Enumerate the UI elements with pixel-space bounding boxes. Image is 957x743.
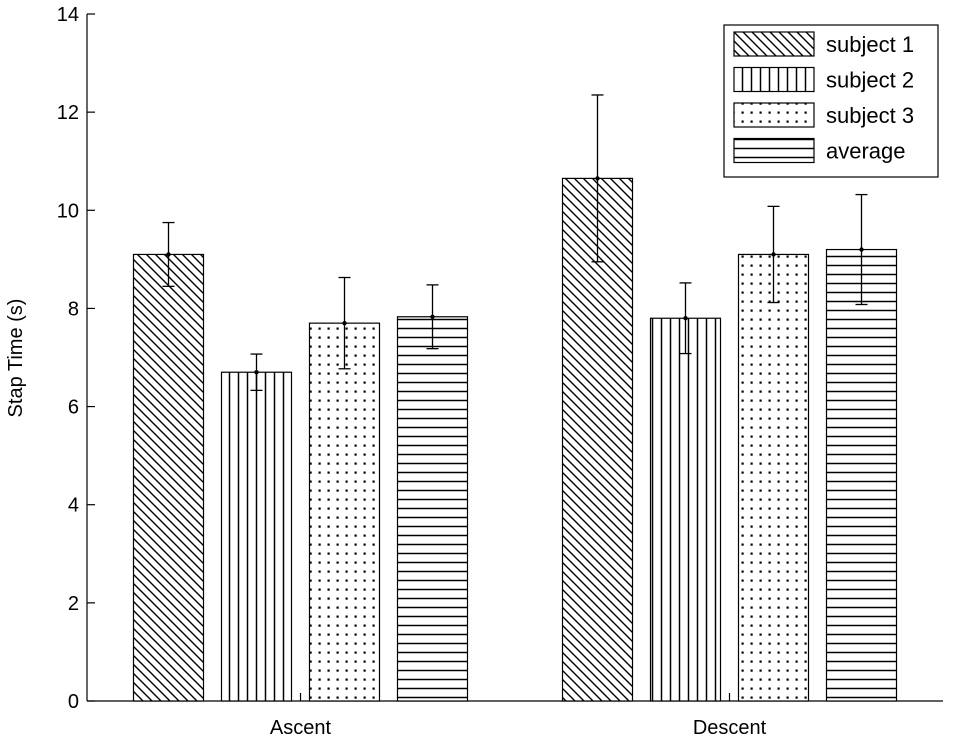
mean-marker xyxy=(342,320,347,326)
y-tick-label: 4 xyxy=(68,495,79,517)
bar-average-ascent xyxy=(396,316,469,702)
legend-label: subject 1 xyxy=(826,32,914,57)
legend: subject 1 subject 2 subject 3 average xyxy=(723,24,939,178)
legend-label: average xyxy=(826,139,906,164)
legend-swatch xyxy=(733,102,815,128)
bar-subject-3-ascent xyxy=(308,322,381,702)
bar-subject-1-descent xyxy=(561,177,634,702)
legend-swatch xyxy=(733,137,815,164)
bar-subject-1-ascent xyxy=(132,253,205,702)
legend-swatch xyxy=(733,31,815,57)
x-tick-label: Descent xyxy=(693,717,767,739)
y-axis-label: Stap Time (s) xyxy=(5,299,27,418)
legend-label: subject 3 xyxy=(826,103,914,128)
bar-subject-2-descent xyxy=(649,317,722,702)
error-bars xyxy=(162,94,868,392)
mean-marker xyxy=(771,252,776,257)
mean-marker xyxy=(683,316,688,321)
mean-marker xyxy=(166,252,171,257)
mean-marker xyxy=(254,370,259,375)
mean-marker xyxy=(430,314,435,319)
bars xyxy=(132,177,898,702)
y-tick-label: 10 xyxy=(57,200,79,222)
bar-average-descent xyxy=(825,248,898,702)
axes: 0 2 4 6 8 10 12 14 Ascent Descent xyxy=(57,4,943,739)
mean-marker xyxy=(859,247,864,252)
y-tick-label: 14 xyxy=(57,4,79,26)
y-tick-label: 2 xyxy=(68,593,79,615)
y-tick-label: 8 xyxy=(68,298,79,320)
bar-subject-2-ascent xyxy=(220,371,293,702)
legend-swatch xyxy=(733,66,815,93)
y-tick-label: 6 xyxy=(68,397,79,419)
mean-marker xyxy=(595,176,600,181)
legend-label: subject 2 xyxy=(826,68,914,93)
x-tick-label: Ascent xyxy=(270,717,332,739)
y-tick-label: 12 xyxy=(57,102,79,124)
y-tick-label: 0 xyxy=(68,691,79,713)
bar-subject-3-descent xyxy=(737,253,810,702)
